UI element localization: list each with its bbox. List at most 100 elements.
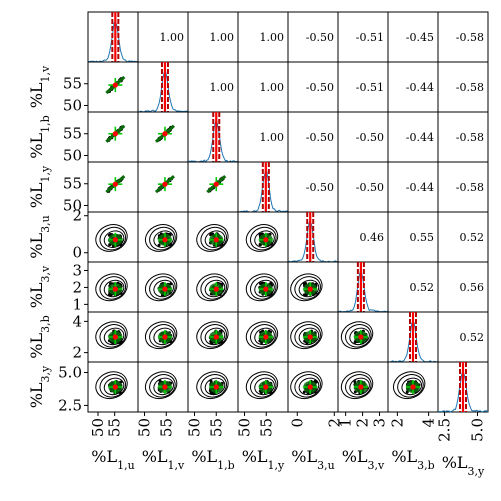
panel-1-0 (87, 61, 139, 113)
panel-4-4 (287, 211, 339, 263)
contour-line (144, 321, 178, 350)
panel-3-6: -0.44 (387, 161, 439, 213)
panel-4-5: 0.46 (337, 211, 389, 263)
median-marker (263, 334, 269, 340)
median-marker (307, 384, 313, 390)
median-marker (263, 286, 269, 292)
correlation-value: -0.58 (456, 181, 484, 194)
correlation-value: -0.50 (306, 181, 334, 194)
panel-6-5 (337, 311, 389, 363)
median-marker (213, 181, 219, 187)
panel-2-2 (187, 111, 239, 163)
scatter-group (245, 224, 279, 252)
panel-4-2 (187, 211, 239, 263)
correlation-value: 0.55 (410, 231, 435, 244)
scatter-group (105, 175, 126, 194)
panel-7-2 (187, 361, 239, 413)
contour-line (95, 371, 128, 400)
x-tick-label: 50 (186, 418, 204, 437)
contour-line (149, 276, 176, 300)
scatter-group (144, 371, 178, 400)
contour-line (103, 230, 125, 248)
median-marker (162, 384, 168, 390)
scatter-group (290, 321, 323, 350)
y-tick-label: 55 (63, 125, 82, 143)
contour-line (103, 377, 125, 396)
panel-6-0 (87, 311, 139, 363)
panel-0-6: -0.45 (387, 11, 439, 63)
scatter-group (245, 321, 279, 350)
contour-line (200, 226, 227, 251)
correlation-value: -0.50 (356, 181, 384, 194)
contour-line (95, 273, 128, 302)
median-marker (358, 334, 364, 340)
y-tick-label: 0 (72, 244, 82, 262)
x-tick-label: 2 (325, 418, 343, 428)
contour-line (245, 371, 279, 400)
panel-6-3 (237, 311, 289, 363)
panel-6-7: 0.52 (437, 311, 489, 363)
y-tick-label: 1 (72, 295, 82, 313)
median-marker (307, 286, 313, 292)
scatter-point (209, 379, 213, 383)
panel-4-7: 0.52 (437, 211, 489, 263)
scatter-group (105, 124, 126, 143)
contour-line (99, 226, 127, 251)
median-marker (263, 237, 269, 243)
scatter-group (196, 273, 229, 302)
x-tick-label: 0 (288, 418, 306, 428)
median-marker (112, 286, 118, 292)
x-tick-label: 50 (236, 418, 254, 437)
panel-5-6: 0.52 (387, 261, 439, 313)
x-tick-label: 2.5 (436, 418, 454, 442)
median-marker (112, 237, 118, 243)
contour-line (196, 224, 229, 252)
correlation-value: 1.00 (210, 81, 235, 94)
panel-7-6 (387, 361, 439, 413)
panel-4-6: 0.55 (387, 211, 439, 263)
scatter-point (353, 380, 357, 384)
x-axis-label: %L1,v (142, 447, 185, 472)
panel-1-2: 1.00 (187, 61, 239, 113)
correlation-value: -0.58 (456, 81, 484, 94)
x-axis-label: %L3,y (442, 453, 485, 478)
contour-line (200, 276, 227, 300)
contour-line (254, 327, 275, 346)
median-marker (307, 334, 313, 340)
contour-line (245, 321, 279, 350)
contour-line (196, 321, 229, 350)
x-axis-label: %L3,b (391, 447, 434, 472)
y-axis-label: %L3,v (27, 265, 52, 308)
contour-line (99, 324, 127, 348)
correlation-value: 1.00 (160, 31, 185, 44)
histogram-line (137, 70, 189, 113)
correlation-value: 1.00 (260, 81, 285, 94)
x-tick-label: 55 (106, 418, 124, 437)
median-marker (213, 286, 219, 292)
panel-5-2 (187, 261, 239, 313)
panel-4-3 (237, 211, 289, 263)
contour-line (290, 273, 323, 302)
contour-line (144, 224, 178, 252)
contour-line (340, 371, 374, 400)
correlation-value: -0.44 (406, 81, 434, 94)
contour-line (340, 321, 374, 350)
panel-5-0 (87, 261, 139, 313)
contour-line (401, 377, 423, 396)
panel-1-7: -0.58 (437, 61, 489, 113)
correlation-value: -0.50 (356, 131, 384, 144)
y-tick-label: 2 (72, 278, 82, 296)
y-tick-label: 2.5 (58, 396, 82, 414)
contour-line (103, 279, 125, 298)
contour-line (254, 377, 275, 396)
panel-1-6: -0.44 (387, 61, 439, 113)
y-axis-label: %L1,v (27, 65, 52, 108)
scatter-group (340, 371, 374, 400)
contour-line (290, 321, 323, 350)
panel-3-5: -0.50 (337, 161, 389, 213)
y-tick-label: 55 (63, 175, 82, 193)
contour-line (245, 273, 279, 302)
scatter-group (196, 224, 229, 252)
y-tick-label: 50 (63, 146, 82, 164)
